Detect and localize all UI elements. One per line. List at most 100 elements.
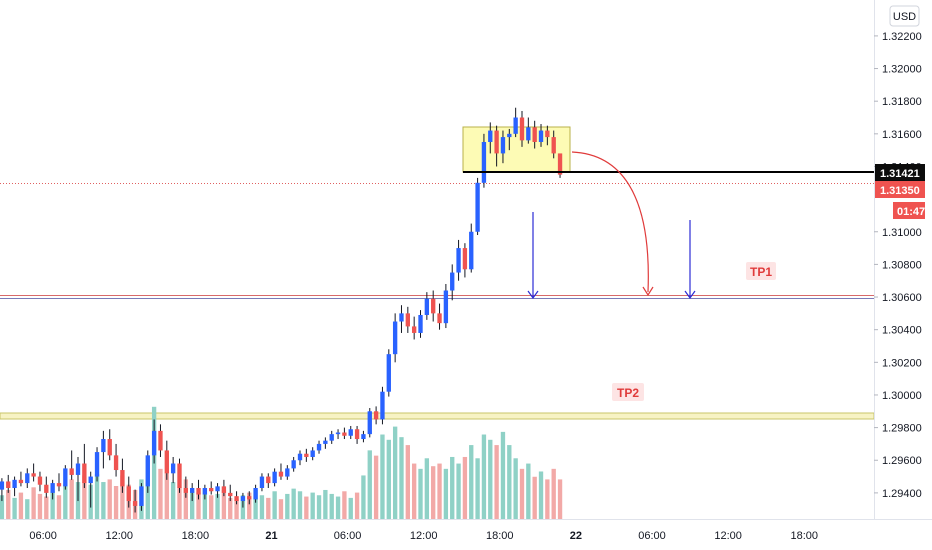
volume-bar [50, 491, 55, 519]
volume-bar [399, 437, 404, 519]
candle-body [31, 473, 36, 477]
candle [253, 484, 258, 503]
resistance-price-label-bg [875, 164, 925, 181]
volume-bar [526, 463, 531, 519]
candle-body [519, 117, 525, 141]
candle-body [126, 486, 131, 502]
candle [456, 239, 461, 281]
tp2-support-zone[interactable] [0, 412, 875, 420]
candle-body [50, 483, 55, 493]
volume-bar [342, 491, 347, 519]
volume-bar [538, 471, 544, 519]
candle-body [494, 130, 499, 154]
candle [405, 306, 410, 333]
volume-bar [158, 468, 163, 519]
candle [380, 386, 385, 425]
volume-bar [12, 497, 17, 519]
candle-body [253, 487, 258, 500]
volume-bar [297, 491, 303, 519]
candle [88, 471, 93, 508]
candle [151, 419, 157, 464]
candle-body [456, 248, 461, 273]
time-tick-label: 12:00 [714, 530, 742, 542]
candle-body [196, 487, 201, 495]
volume-bar [120, 475, 125, 519]
candle-body [202, 487, 208, 495]
volume-bar [348, 497, 353, 519]
candle-body [507, 133, 512, 138]
candle [348, 425, 353, 440]
candle [411, 316, 417, 340]
candle-body [323, 440, 328, 444]
candle [221, 479, 227, 497]
tp1-label-bg [746, 262, 776, 280]
volume-bar [500, 431, 506, 519]
candle-body [475, 182, 480, 232]
candle-body [405, 313, 410, 327]
candle [139, 483, 144, 511]
candle [304, 448, 309, 462]
volume-bar [247, 492, 252, 519]
candle [557, 153, 563, 178]
candle [190, 483, 195, 502]
candle-body [551, 137, 556, 154]
time-axis[interactable]: 06:00 12:00 18:00 21 06:00 12:00 18:00 22 06:00 1… [0, 519, 932, 543]
candle [196, 479, 201, 500]
candle [285, 465, 290, 480]
candle-body [304, 453, 309, 457]
volume-bar [551, 468, 556, 519]
volume-bar [63, 484, 68, 519]
candle [209, 481, 214, 495]
price-tick-label: 1.30400 [882, 325, 922, 337]
price-tick-label: 1.31600 [882, 129, 922, 141]
projection-curve-arrow[interactable] [571, 151, 649, 293]
candle-body [6, 481, 11, 488]
volume-bar [113, 486, 119, 519]
price-tick-label: 1.32000 [882, 64, 922, 76]
volume-bar [519, 468, 525, 519]
candle-body [56, 483, 62, 487]
candle [69, 450, 74, 480]
volume-bar [209, 495, 214, 519]
volume-bar [44, 496, 49, 519]
candle-body [526, 127, 531, 141]
time-axis-ticks: 06:00 12:00 18:00 21 06:00 12:00 18:00 22 06:00 1… [29, 530, 818, 542]
volume-bar [259, 495, 265, 519]
candle-body [424, 298, 430, 315]
time-tick-label: 12:00 [105, 530, 133, 542]
candle [373, 406, 379, 425]
volume-bar [386, 439, 391, 519]
candle-body [316, 443, 322, 451]
candle [107, 429, 112, 461]
candle-body [437, 313, 442, 324]
candle [101, 430, 106, 469]
candle-body [190, 487, 195, 493]
candle-body [399, 313, 404, 322]
volume-bar [405, 445, 410, 519]
candle [310, 447, 315, 461]
volume-bar [450, 456, 455, 519]
volume-bar [37, 493, 43, 519]
price-tick-label: 1.30800 [882, 259, 922, 271]
candle-body [113, 455, 119, 471]
volume-bar [316, 495, 322, 519]
candle [323, 437, 328, 449]
volume-bar [170, 482, 176, 519]
candle-body [342, 432, 347, 436]
candle-body [164, 450, 169, 474]
candle [272, 468, 277, 487]
volume-bar [285, 493, 290, 519]
candle [183, 476, 189, 498]
currency-button[interactable]: USD [893, 11, 916, 23]
volume-bar [234, 499, 239, 519]
candle [158, 424, 163, 457]
candle-body [215, 486, 220, 492]
candle [342, 427, 347, 440]
volume-bar [164, 472, 169, 519]
candle [126, 476, 131, 508]
candle-body [443, 290, 449, 324]
price-axis[interactable]: 1.322001.320001.318001.316001.314001.310… [874, 0, 925, 519]
candle [399, 305, 404, 333]
